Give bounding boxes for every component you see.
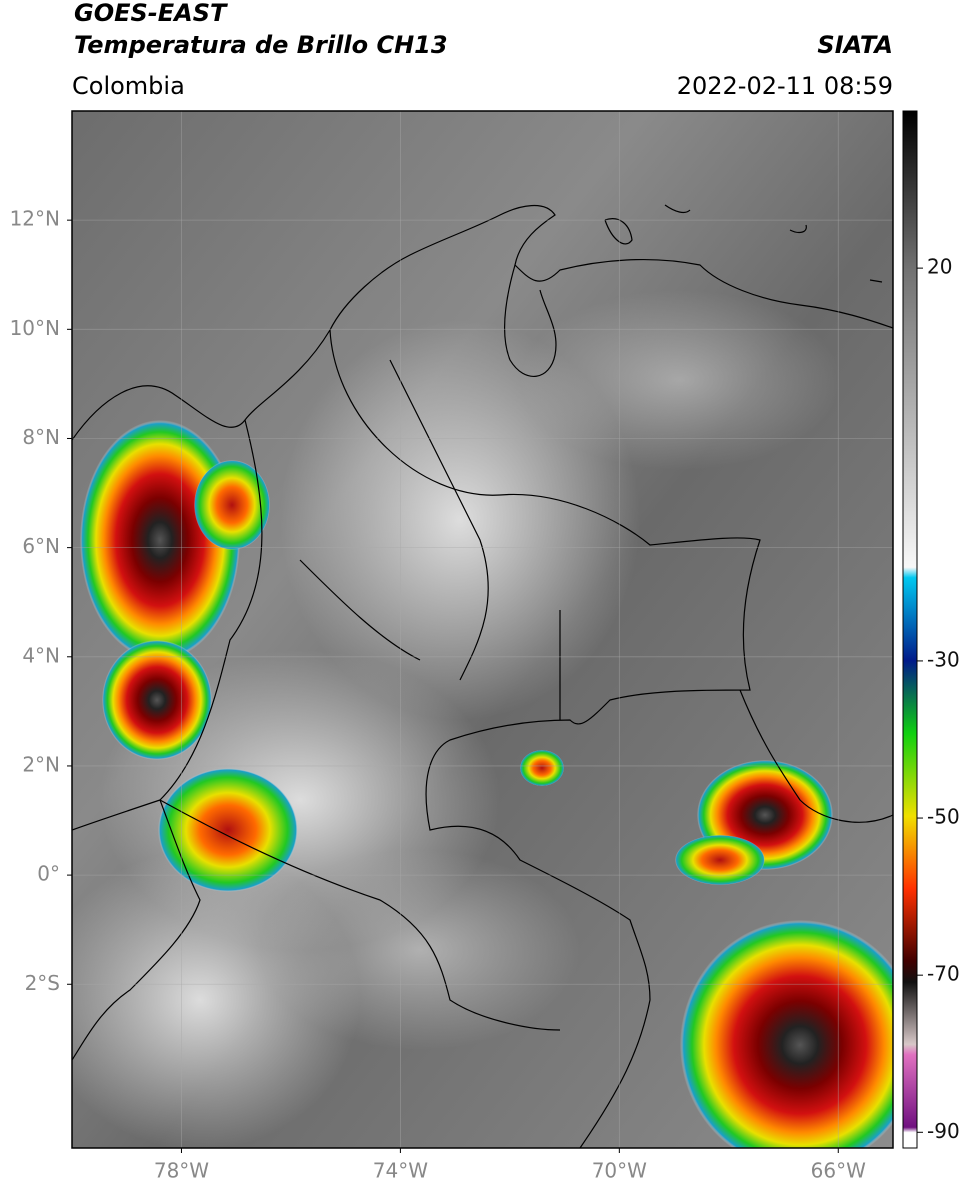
x-tick-label: 74°W — [373, 1159, 428, 1183]
graticule — [72, 111, 893, 1148]
y-tick-label: 10°N — [10, 316, 60, 340]
datetime: 2022-02-11 08:59 — [677, 72, 893, 100]
source: SIATA — [817, 31, 893, 59]
region: Colombia — [72, 72, 185, 100]
map-frame — [71, 110, 894, 1149]
title: GOES-EAST — [74, 0, 228, 27]
y-tick-label: 6°N — [22, 534, 60, 558]
colorbar-tick-label: -90 — [927, 1119, 960, 1143]
x-tick-label: 66°W — [811, 1159, 866, 1183]
x-tick-label: 70°W — [592, 1159, 647, 1183]
y-tick-label: 0° — [37, 862, 60, 886]
y-tick-label: 4°N — [22, 643, 60, 667]
colorbar-tick-label: -50 — [927, 805, 960, 829]
colorbar-tick-label: 20 — [927, 255, 952, 279]
y-tick-label: 2°N — [22, 752, 60, 776]
colorbar-tick-label: -30 — [927, 647, 960, 671]
y-tick-label: 2°S — [25, 971, 60, 995]
colorbar-tick-label: -70 — [927, 962, 960, 986]
x-tick-label: 78°W — [154, 1159, 209, 1183]
map-image — [72, 111, 893, 1148]
y-tick-label: 8°N — [22, 425, 60, 449]
colorbar — [902, 110, 918, 1149]
subtitle: Temperatura de Brillo CH13 — [74, 31, 448, 59]
y-tick-label: 12°N — [10, 207, 60, 231]
